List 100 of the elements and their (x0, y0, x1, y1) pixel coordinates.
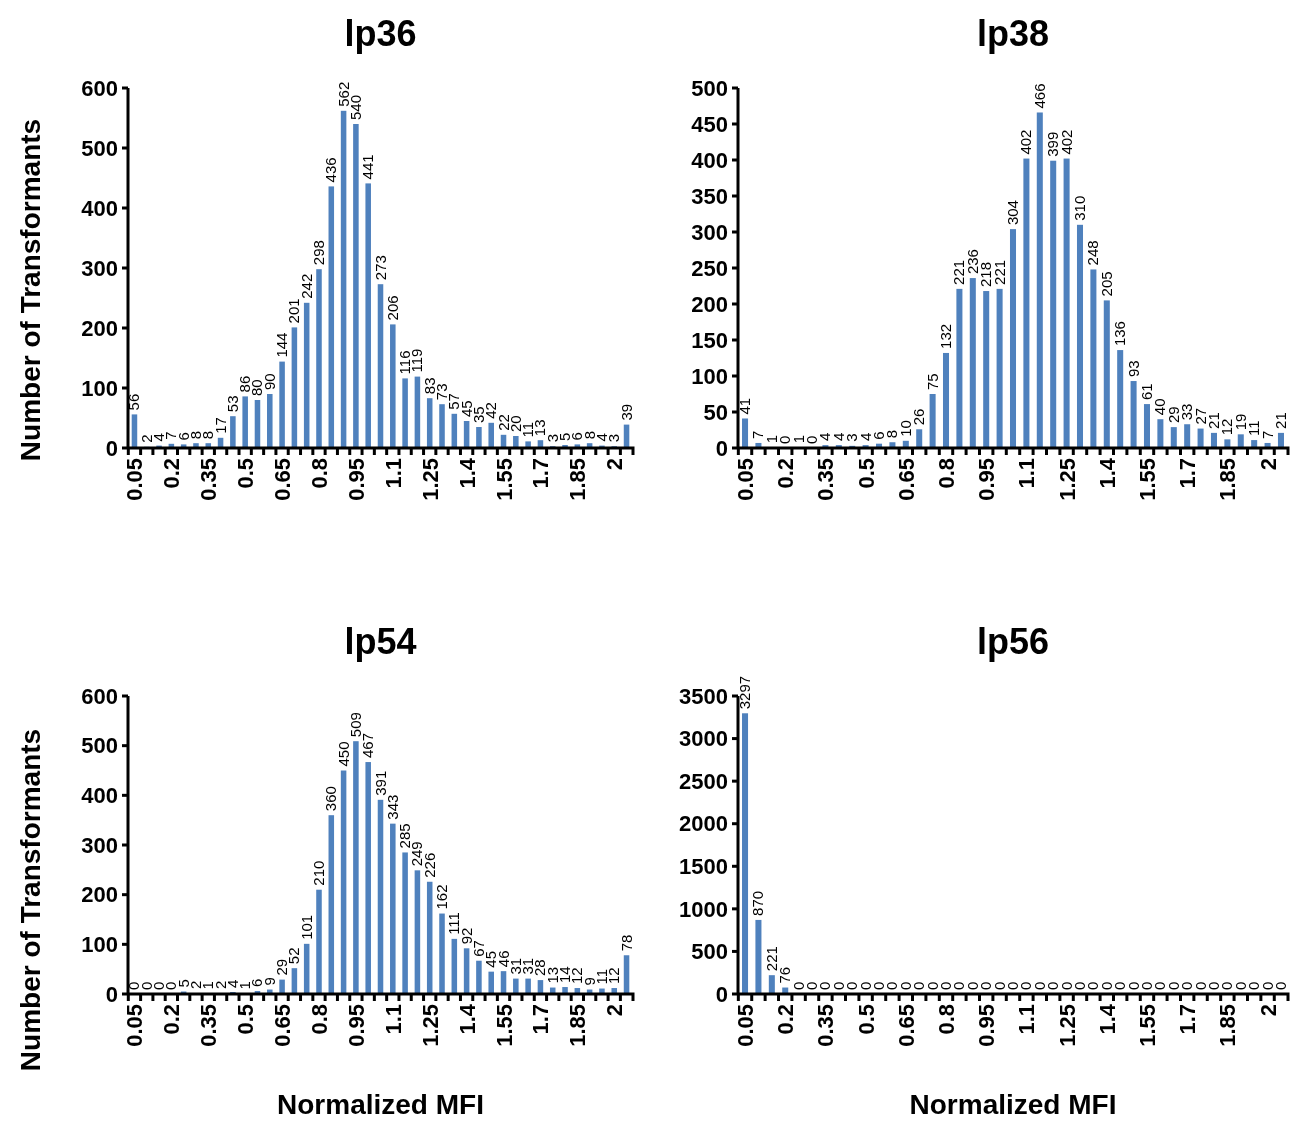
data-label: 78 (617, 934, 635, 952)
data-label: 2 (137, 434, 155, 443)
data-label: 273 (371, 255, 389, 281)
data-label: 206 (383, 295, 401, 321)
data-label: 466 (1030, 83, 1048, 109)
y-tick-label: 50 (703, 399, 728, 425)
x-tick-label: 1.25 (1054, 1004, 1080, 1047)
x-tick-label: 1.85 (565, 1004, 591, 1047)
x-tick-label: 0.35 (196, 1004, 222, 1047)
x-tick-label: 0.65 (893, 1004, 919, 1047)
x-tick-label: 0.95 (343, 458, 369, 501)
data-label: 61 (1137, 383, 1155, 401)
x-tick-label: 0.05 (733, 1004, 759, 1047)
y-tick-label: 2000 (679, 811, 728, 837)
data-label: 205 (1097, 271, 1115, 297)
data-label: 242 (297, 273, 315, 299)
x-tick-label: 0.05 (122, 458, 148, 501)
y-tick-label: 100 (691, 363, 728, 389)
y-tick-label: 600 (81, 75, 118, 101)
y-tick-label: 1500 (679, 853, 728, 879)
y-tick-label: 400 (81, 195, 118, 221)
y-tick-label: 350 (691, 183, 728, 209)
x-tick-label: 0.65 (270, 458, 296, 501)
y-tick-label: 1000 (679, 896, 728, 922)
x-tick-label: 1.55 (1134, 1004, 1160, 1047)
x-tick-label: 1.4 (454, 457, 480, 489)
y-tick-label: 3500 (679, 683, 728, 709)
y-tick-label: 3000 (679, 726, 728, 752)
x-tick-label: 1.4 (1094, 457, 1120, 489)
y-tick-label: 0 (715, 435, 728, 461)
y-tick-label: 300 (81, 255, 118, 281)
x-tick-label: 0.8 (934, 458, 960, 489)
x-tick-label: 1.85 (565, 458, 591, 501)
y-tick-label: 300 (81, 832, 118, 858)
data-label: 248 (1084, 240, 1102, 266)
data-label: 136 (1111, 321, 1129, 347)
x-tick-label: 0.65 (893, 458, 919, 501)
data-label: 360 (322, 786, 340, 812)
y-tick-label: 500 (81, 135, 118, 161)
chart-title: lp36 (344, 13, 417, 54)
x-tick-label: 1.1 (380, 1004, 406, 1035)
x-tick-label: 0.5 (233, 458, 259, 489)
x-tick-label: 0.2 (159, 458, 185, 489)
x-tick-label: 1.25 (417, 1004, 443, 1047)
x-tick-label: 0.95 (974, 1004, 1000, 1047)
x-tick-label: 0.2 (773, 458, 799, 489)
x-tick-label: 0.8 (306, 458, 332, 489)
data-label: 56 (125, 393, 143, 411)
data-label: 210 (309, 860, 327, 886)
data-label: 101 (297, 914, 315, 940)
x-tick-label: 1.7 (1175, 458, 1201, 489)
y-tick-label: 200 (81, 882, 118, 908)
x-tick-label: 0.35 (196, 458, 222, 501)
y-tick-label: 500 (691, 939, 728, 965)
data-label: 132 (937, 323, 955, 349)
x-tick-label: 1.85 (1215, 1004, 1241, 1047)
y-tick-label: 0 (715, 981, 728, 1007)
x-tick-label: 0.95 (974, 458, 1000, 501)
data-label: 39 (617, 403, 635, 421)
data-label: 3 (543, 433, 561, 443)
x-tick-label: 1.55 (1134, 458, 1160, 501)
data-label: 298 (309, 240, 327, 266)
y-tick-label: 500 (81, 733, 118, 759)
x-tick-label: 1.4 (1094, 1003, 1120, 1035)
y-tick-label: 400 (81, 783, 118, 809)
x-tick-label: 2 (602, 1004, 628, 1017)
y-tick-label: 500 (691, 75, 728, 101)
x-tick-label: 2 (1255, 458, 1281, 471)
data-label: 870 (749, 890, 767, 916)
data-label: 93 (1124, 360, 1142, 378)
x-tick-label: 0.05 (733, 458, 759, 501)
data-label: 111 (445, 912, 463, 935)
x-tick-label: 0.95 (343, 1004, 369, 1047)
x-axis-title: Normalized MFI (909, 1089, 1117, 1120)
x-tick-label: 1.25 (417, 458, 443, 501)
data-label: 21 (1271, 412, 1289, 429)
y-tick-label: 0 (105, 435, 118, 461)
x-tick-label: 1.1 (1014, 1004, 1040, 1035)
x-tick-label: 0.2 (159, 1004, 185, 1035)
x-tick-label: 1.7 (528, 1004, 554, 1035)
y-tick-label: 100 (81, 375, 118, 401)
data-label: 41 (736, 397, 754, 415)
y-tick-label: 600 (81, 683, 118, 709)
data-label: 144 (273, 332, 291, 358)
y-tick-label: 250 (691, 255, 728, 281)
data-label: 509 (346, 712, 364, 738)
y-tick-label: 100 (81, 932, 118, 958)
x-tick-label: 0.5 (853, 458, 879, 489)
data-label: 391 (371, 770, 389, 796)
data-label: 450 (334, 741, 352, 767)
data-label: 3297 (736, 675, 754, 710)
x-axis-title: Normalized MFI (277, 1089, 484, 1120)
data-label: 53 (223, 395, 241, 413)
y-tick-label: 2500 (679, 768, 728, 794)
data-label: 402 (1017, 129, 1035, 155)
data-label: 310 (1070, 195, 1088, 221)
data-label: 83 (420, 377, 438, 395)
x-tick-label: 2 (602, 458, 628, 471)
x-tick-label: 0.5 (233, 1004, 259, 1035)
y-tick-label: 200 (691, 291, 728, 317)
